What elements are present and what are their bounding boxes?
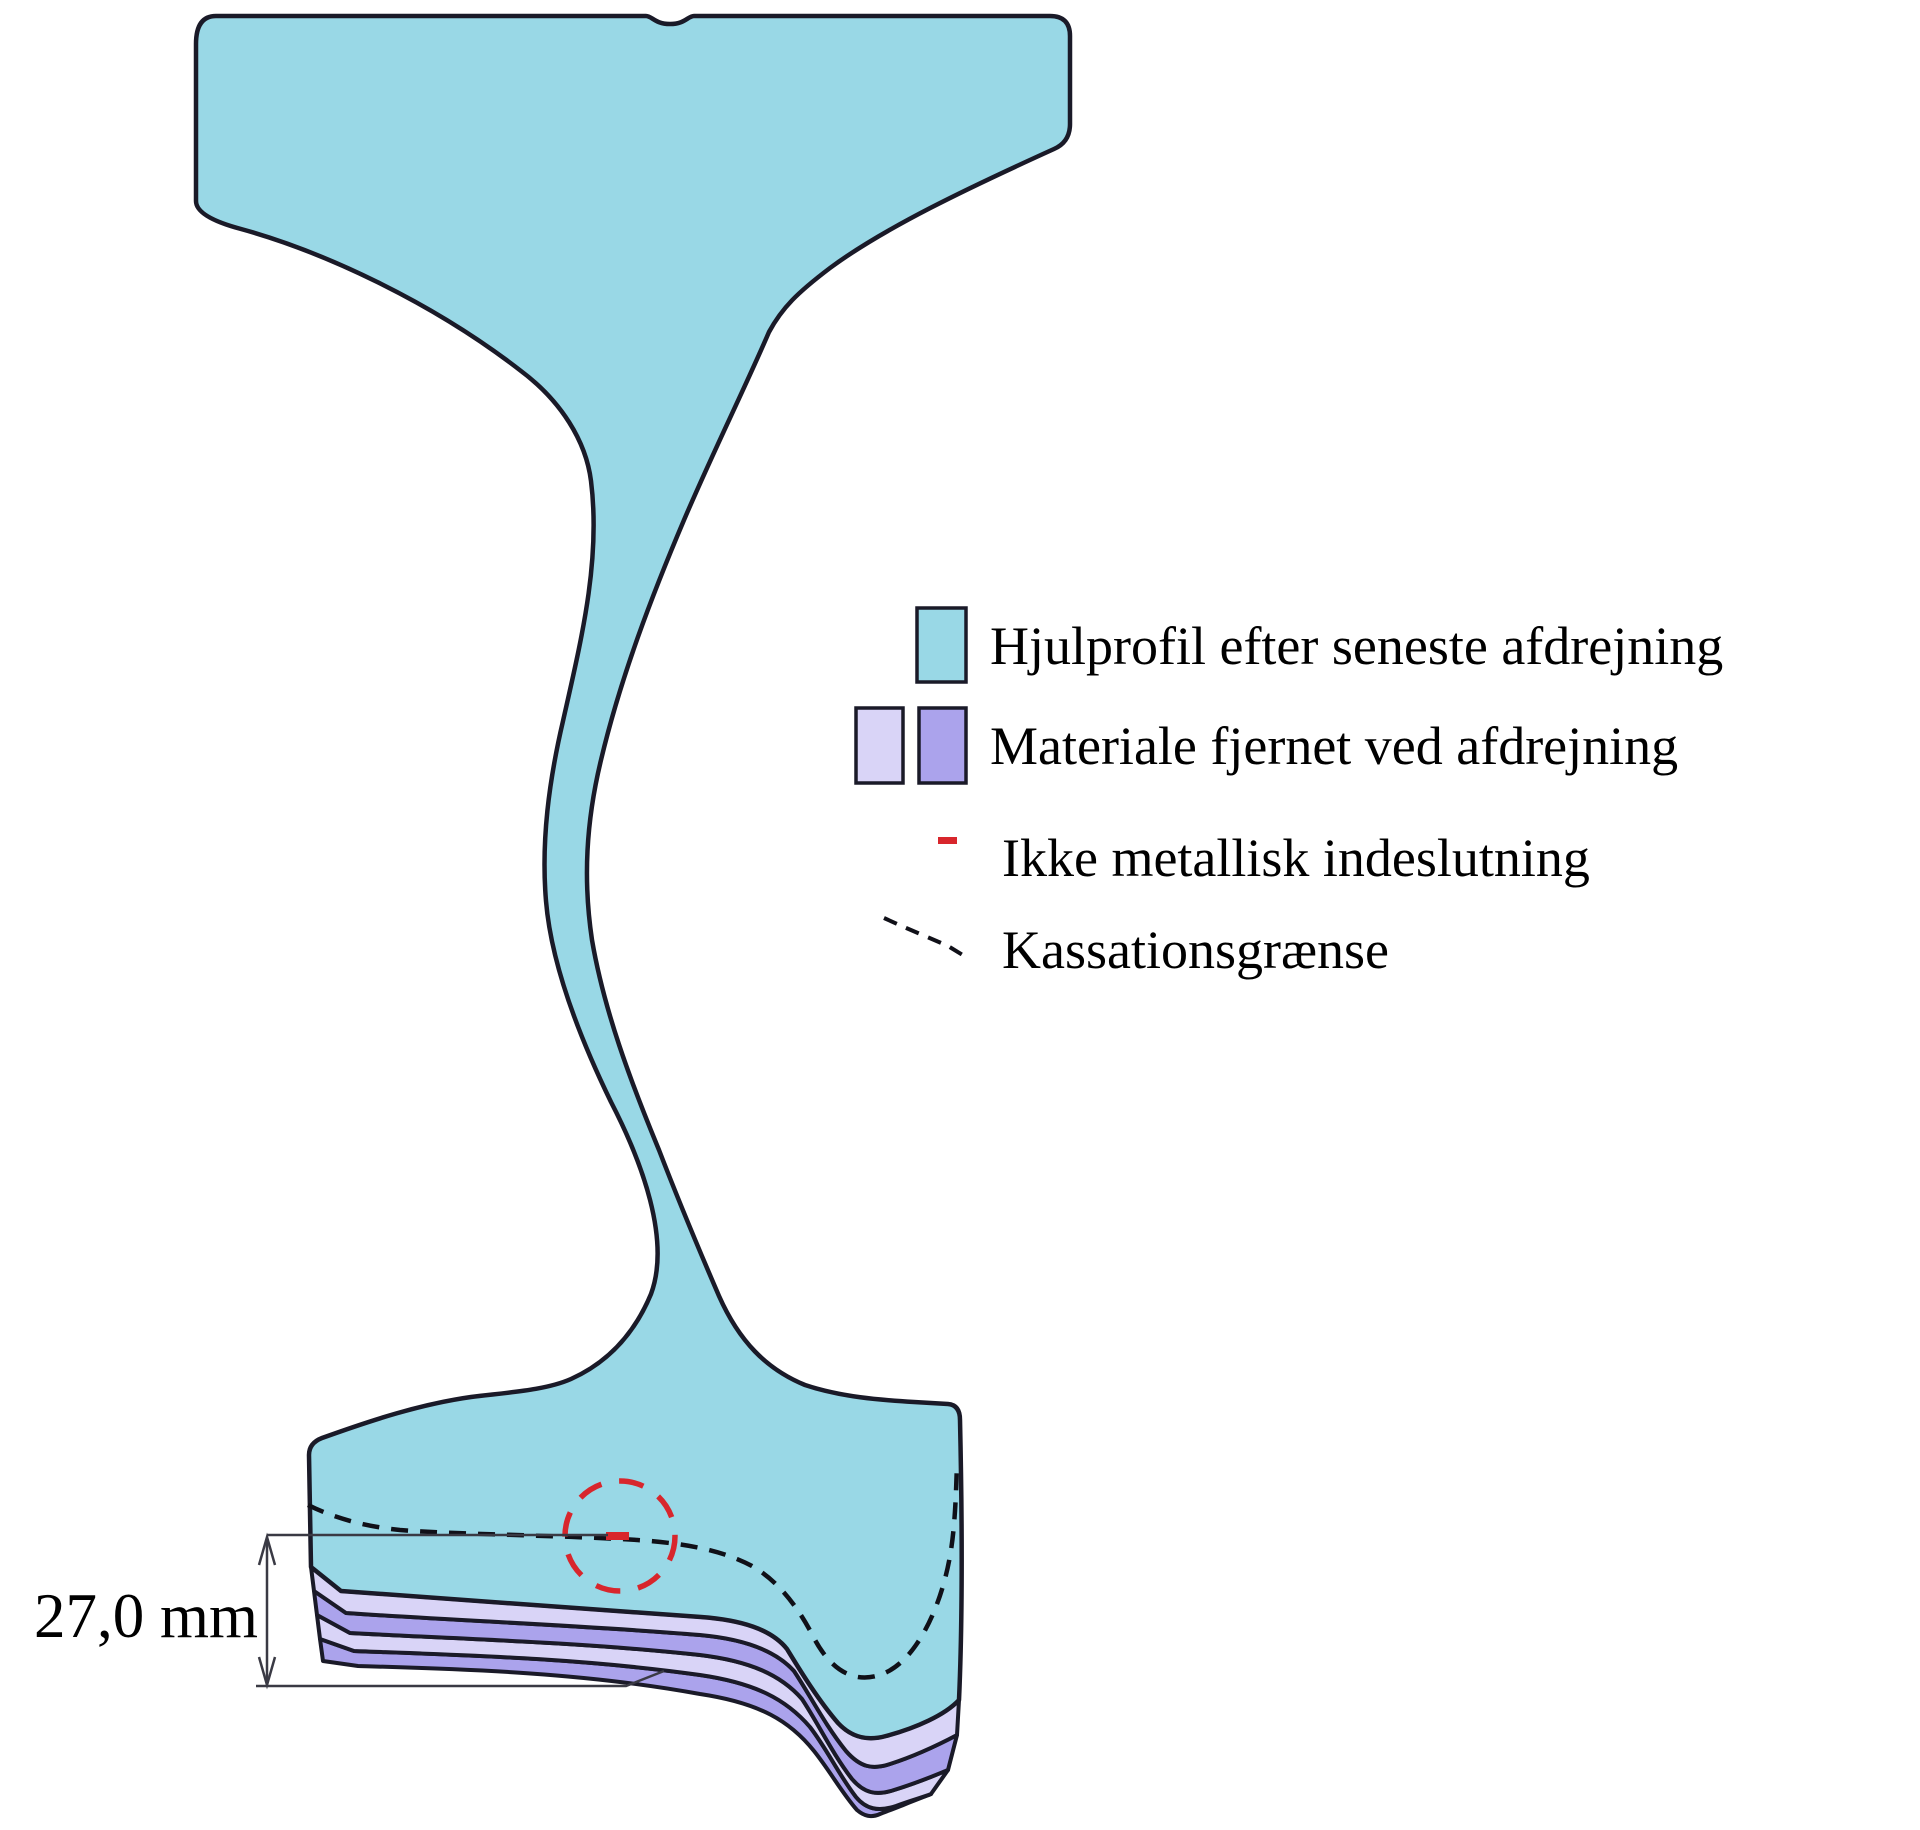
dimension-arrow-up (257, 1532, 277, 1566)
legend-swatch-removed-dark (917, 706, 968, 785)
legend-label-removed: Materiale fjernet ved afdrejning (990, 716, 1678, 776)
legend-swatch-inclusion-dash (938, 837, 957, 844)
legend-label-inclusion: Ikke metallisk indeslutning (1002, 828, 1590, 888)
wheel-profile-shape (193, 13, 1073, 1741)
legend: Hjulprofil efter seneste afdrejning Mate… (854, 606, 1723, 980)
legend-swatch-scrap-limit-curve (883, 916, 968, 959)
dimension-bottom-extension-line (256, 1669, 665, 1688)
legend-swatch-profile (915, 606, 968, 684)
legend-swatch-removed-light (854, 706, 905, 785)
dimension-label: 27,0 mm (34, 1581, 258, 1651)
scrap-limit-dashed-line (306, 1461, 960, 1680)
legend-label-profile: Hjulprofil efter seneste afdrejning (990, 616, 1723, 676)
legend-label-scrap-limit: Kassationsgrænse (1002, 920, 1389, 980)
inclusion-dash (606, 1532, 629, 1540)
dimension-group (256, 1532, 665, 1690)
